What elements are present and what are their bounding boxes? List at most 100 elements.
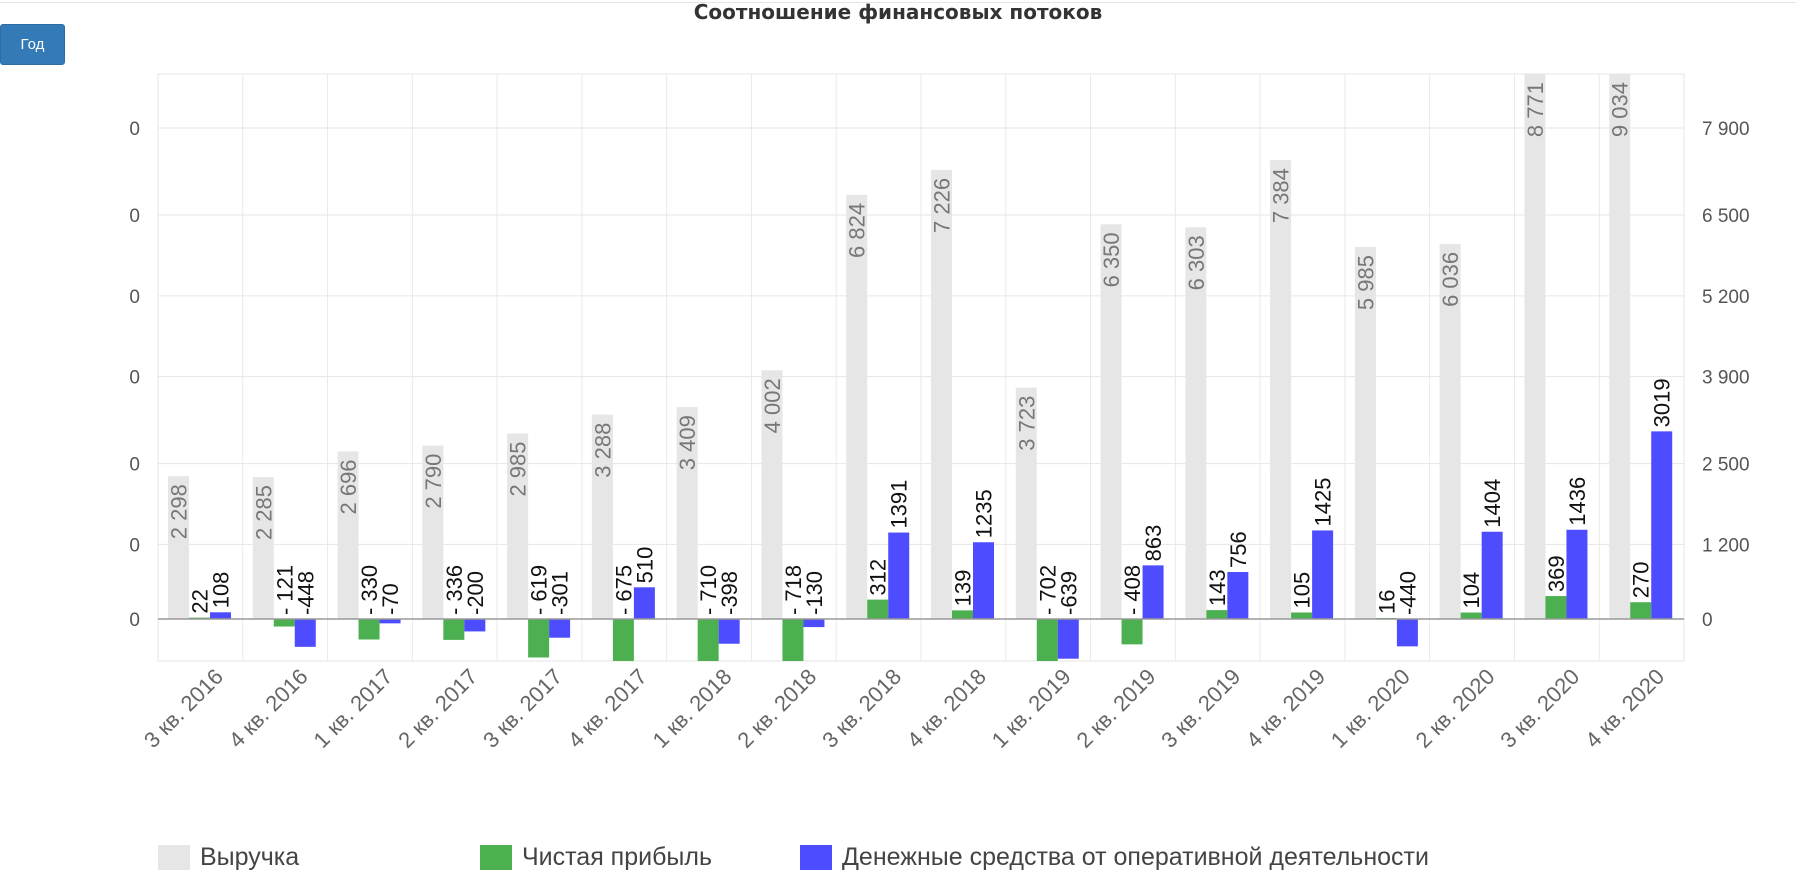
x-axis-tick-label: 4 кв. 2019 <box>1241 664 1330 753</box>
data-label-cash: 863 <box>1141 525 1166 562</box>
bar-revenue <box>168 476 189 619</box>
data-label-cash: -440 <box>1395 571 1420 615</box>
x-axis-tick-label: 2 кв. 2019 <box>1072 664 1161 753</box>
data-label-profit: - 675 <box>611 565 636 615</box>
bar-revenue <box>931 169 952 619</box>
x-axis-tick-label: 2 кв. 2017 <box>393 664 482 753</box>
bar-profit <box>1630 602 1652 619</box>
bar-profit <box>1460 612 1482 619</box>
right-axis-tick-label: 5 200 <box>1702 287 1750 308</box>
data-label-revenue: 2 985 <box>506 441 531 496</box>
bar-cash <box>294 619 316 647</box>
legend-item-revenue[interactable]: Выручка <box>158 843 299 873</box>
bar-profit <box>1545 596 1567 619</box>
data-label-cash: 1436 <box>1565 477 1590 526</box>
bar-cash <box>633 587 655 619</box>
data-label-profit: - 330 <box>357 565 382 615</box>
data-label-cash: 756 <box>1226 531 1251 568</box>
x-axis-tick-label: 4 кв. 2017 <box>563 664 652 753</box>
data-label-profit: - 718 <box>781 565 806 615</box>
data-label-profit: - 619 <box>527 565 552 615</box>
data-label-profit: 22 <box>188 589 213 613</box>
bar-cash <box>1396 619 1418 647</box>
x-axis-tick-label: 3 кв. 2020 <box>1495 664 1584 753</box>
data-label-profit: - 408 <box>1120 565 1145 615</box>
bar-revenue <box>1100 224 1122 619</box>
data-label-revenue: 3 409 <box>675 415 700 470</box>
bar-revenue <box>1439 243 1461 619</box>
data-label-cash: 1425 <box>1311 477 1336 526</box>
bar-revenue <box>846 194 868 619</box>
data-label-profit: - 336 <box>442 565 467 615</box>
data-label-profit: 16 <box>1374 590 1399 614</box>
left-axis-tick-label: 0 <box>129 535 140 556</box>
right-axis-tick-label: 3 900 <box>1702 368 1750 389</box>
data-label-cash: 510 <box>632 547 657 584</box>
data-label-revenue: 8 771 <box>1523 82 1548 137</box>
right-axis-tick-label: 0 <box>1702 610 1713 631</box>
chart-canvas: 0 0 1 200 0 2 500 0 3 900 0 5 200 0 6 500 0 7 900 0 2 … <box>129 73 1750 753</box>
data-label-revenue: 2 696 <box>336 459 361 514</box>
data-label-profit: 369 <box>1544 555 1569 592</box>
right-axis-tick-label: 1 200 <box>1702 535 1750 556</box>
data-label-profit: 143 <box>1205 569 1230 606</box>
bar-cash <box>1481 531 1503 619</box>
x-axis-tick-label: 1 кв. 2018 <box>648 664 737 753</box>
x-axis-tick-label: 3 кв. 2016 <box>139 664 228 753</box>
bar-cash <box>1651 431 1673 619</box>
data-label-cash: -70 <box>378 583 403 615</box>
data-label-cash: 108 <box>209 572 234 609</box>
period-year-button[interactable]: Год <box>0 24 65 65</box>
data-label-cash: 1404 <box>1480 479 1505 528</box>
bar-profit <box>1036 619 1058 661</box>
bar-profit <box>867 599 889 619</box>
bar-cash <box>803 619 825 628</box>
bar-cash <box>973 542 994 619</box>
right-axis-tick-label: 6 500 <box>1702 206 1750 227</box>
bar-profit <box>443 619 465 640</box>
data-label-revenue: 7 384 <box>1269 168 1294 223</box>
bar-cash <box>1057 619 1079 659</box>
left-axis-tick-label: 0 <box>129 455 140 476</box>
legend-swatch-cash <box>800 845 832 870</box>
data-label-revenue: 3 288 <box>590 423 615 478</box>
data-label-profit: 104 <box>1459 572 1484 609</box>
bar-profit <box>528 619 550 658</box>
data-label-revenue: 5 985 <box>1353 255 1378 310</box>
data-label-profit: 139 <box>951 570 976 607</box>
bar-profit <box>1206 610 1228 619</box>
data-label-cash: -200 <box>463 571 488 615</box>
bar-cash <box>1227 572 1249 619</box>
x-axis-tick-label: 3 кв. 2017 <box>478 664 567 753</box>
bar-revenue <box>1609 74 1631 619</box>
x-axis-tick-label: 1 кв. 2019 <box>987 664 1076 753</box>
bar-profit <box>273 619 295 627</box>
legend-swatch-revenue <box>158 845 190 870</box>
data-label-revenue: 2 298 <box>167 484 192 539</box>
bar-revenue <box>1015 387 1037 619</box>
legend-label-cash: Денежные средства от оперативной деятель… <box>842 843 1429 871</box>
x-axis-tick-label: 4 кв. 2018 <box>902 664 991 753</box>
data-label-profit: 312 <box>866 559 891 596</box>
data-label-revenue: 3 723 <box>1014 396 1039 451</box>
bar-cash <box>549 619 571 638</box>
data-label-revenue: 6 303 <box>1184 235 1209 290</box>
bar-cash <box>379 619 401 624</box>
legend-label-revenue: Выручка <box>200 843 300 871</box>
x-axis-tick-label: 2 кв. 2018 <box>732 664 821 753</box>
x-axis-tick-label: 3 кв. 2019 <box>1156 664 1245 753</box>
data-label-revenue: 6 350 <box>1099 232 1124 287</box>
bar-profit <box>952 610 973 619</box>
bar-profit <box>782 619 804 661</box>
x-axis-tick-label: 1 кв. 2020 <box>1326 664 1415 753</box>
legend-item-profit[interactable]: Чистая прибыль <box>480 843 712 873</box>
data-label-profit: 105 <box>1290 572 1315 609</box>
legend-label-profit: Чистая прибыль <box>522 843 712 871</box>
x-axis-tick-label: 4 кв. 2020 <box>1580 664 1669 753</box>
data-label-cash: -130 <box>802 571 827 615</box>
bar-cash <box>464 619 486 632</box>
data-label-profit: - 702 <box>1035 565 1060 615</box>
bar-profit <box>612 619 634 661</box>
bar-profit <box>697 619 719 661</box>
legend-item-cash[interactable]: Денежные средства от оперативной деятель… <box>800 843 1429 873</box>
